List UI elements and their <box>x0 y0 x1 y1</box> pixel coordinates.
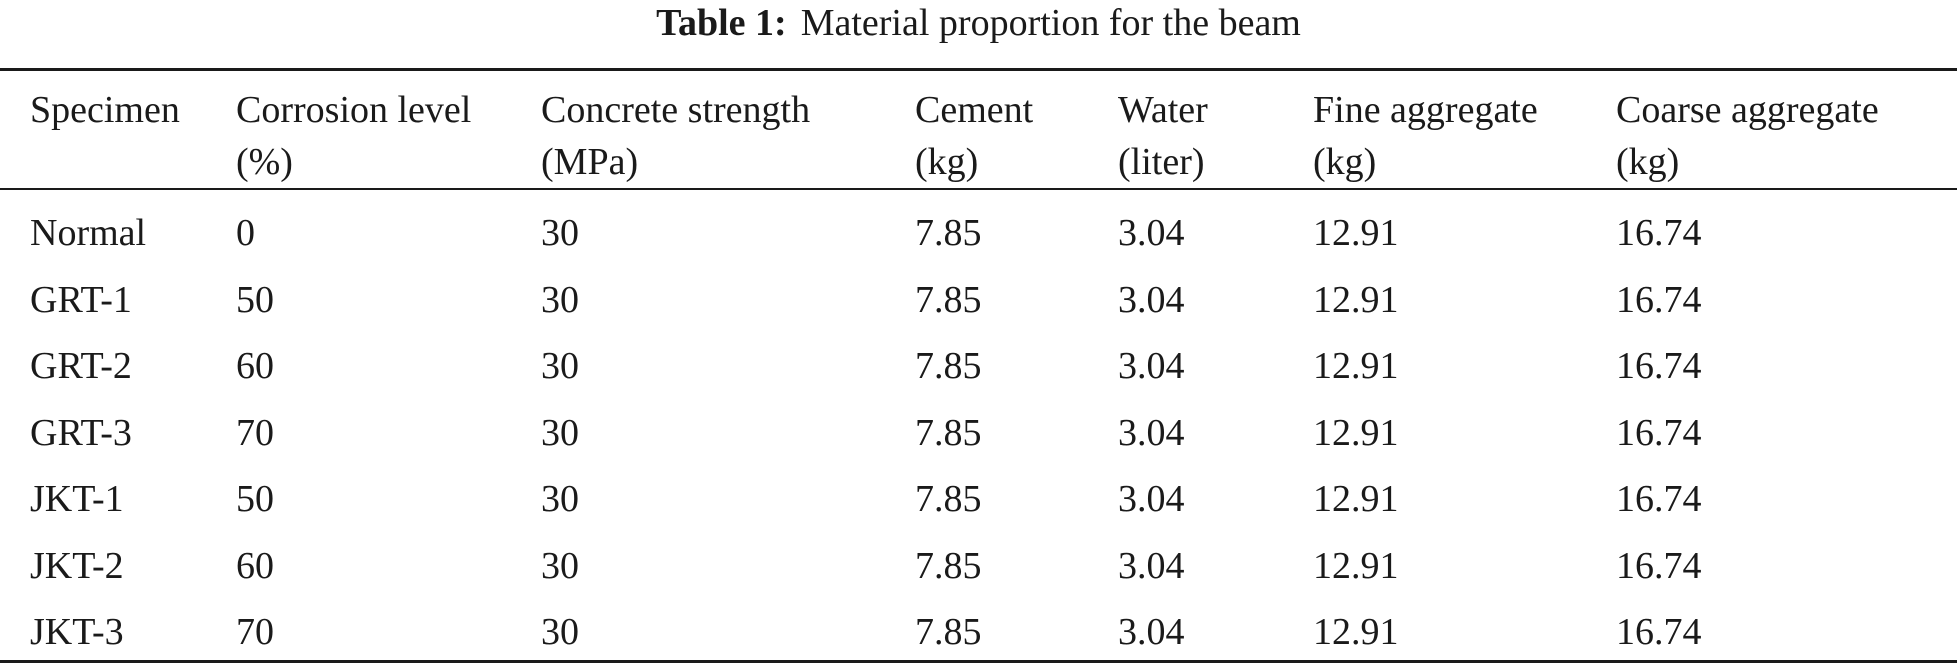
table-row: JKT-3 70 30 7.85 3.04 12.91 16.74 <box>0 599 1916 666</box>
column-header: Cement (kg) <box>915 89 1034 183</box>
table-cell: 12.91 <box>1313 544 1399 587</box>
table-cell: 50 <box>236 478 274 520</box>
table-row: GRT-3 70 30 7.85 3.04 12.91 16.74 <box>0 400 1916 467</box>
table-cell: GRT-1 <box>30 278 132 321</box>
table-cell: 50 <box>236 278 274 321</box>
table-cell: 70 <box>236 411 274 454</box>
column-header: Specimen <box>30 89 180 131</box>
table-cell: 16.74 <box>1616 278 1702 321</box>
table-cell: JKT-1 <box>30 478 124 520</box>
table-cell: Normal <box>30 212 147 254</box>
table-cell: 16.74 <box>1616 544 1702 587</box>
table-cell: 30 <box>541 544 579 587</box>
table-caption-text: Material proportion for the beam <box>800 2 1301 44</box>
table-cell: 3.04 <box>1118 411 1185 454</box>
table-body: Normal 0 30 7.85 3.04 12.91 16.74 GRT-1 50 30 7.85… <box>0 188 1916 666</box>
table-cell: 7.85 <box>915 611 982 653</box>
table-cell: 3.04 <box>1118 345 1185 387</box>
table-cell: 16.74 <box>1616 411 1702 454</box>
table-cell: GRT-2 <box>30 345 132 387</box>
table-caption: Table 1: Material proportion for the beam <box>0 0 1957 46</box>
table-cell: 16.74 <box>1616 478 1702 520</box>
table-bottom-rule <box>0 660 1957 663</box>
table-cell: 60 <box>236 345 274 387</box>
table-cell: JKT-2 <box>30 544 124 587</box>
table-cell: 70 <box>236 611 274 653</box>
table-cell: 16.74 <box>1616 345 1702 387</box>
material-proportion-table: Specimen Corrosion level (%) Concrete str… <box>0 84 1916 666</box>
column-header: Concrete strength (MPa) <box>541 89 811 183</box>
table-cell: 30 <box>541 212 579 254</box>
table-cell: 3.04 <box>1118 478 1185 520</box>
table-cell: 12.91 <box>1313 611 1399 653</box>
table-row: GRT-2 60 30 7.85 3.04 12.91 16.74 <box>0 333 1916 400</box>
table-cell: 7.85 <box>915 345 982 387</box>
table-cell: 12.91 <box>1313 411 1399 454</box>
table-cell: 7.85 <box>915 212 982 254</box>
table-cell: 12.91 <box>1313 212 1399 254</box>
table-cell: 30 <box>541 411 579 454</box>
table-cell: JKT-3 <box>30 611 124 653</box>
table-cell: 3.04 <box>1118 212 1185 254</box>
table-header-row: Specimen Corrosion level (%) Concrete str… <box>0 84 1916 188</box>
table-cell: 60 <box>236 544 274 587</box>
table-cell: 16.74 <box>1616 611 1702 653</box>
column-header: Water (liter) <box>1118 89 1208 183</box>
table-row: JKT-2 60 30 7.85 3.04 12.91 16.74 <box>0 533 1916 600</box>
table-cell: 12.91 <box>1313 478 1399 520</box>
table-cell: 30 <box>541 611 579 653</box>
table-cell: 12.91 <box>1313 345 1399 387</box>
table-cell: 3.04 <box>1118 544 1185 587</box>
table-cell: 16.74 <box>1616 212 1702 254</box>
table-cell: 30 <box>541 345 579 387</box>
column-header: Corrosion level (%) <box>236 89 472 183</box>
table-cell: 30 <box>541 278 579 321</box>
table-cell: 7.85 <box>915 478 982 520</box>
table-cell: 30 <box>541 478 579 520</box>
table-header-rule <box>0 188 1957 190</box>
table-row: Normal 0 30 7.85 3.04 12.91 16.74 <box>0 200 1916 267</box>
table-row: JKT-1 50 30 7.85 3.04 12.91 16.74 <box>0 466 1916 533</box>
table-cell: 7.85 <box>915 278 982 321</box>
table-cell: 3.04 <box>1118 611 1185 653</box>
column-header: Fine aggregate (kg) <box>1313 89 1538 183</box>
table-cell: 7.85 <box>915 411 982 454</box>
table-cell: GRT-3 <box>30 411 132 454</box>
table-cell: 12.91 <box>1313 278 1399 321</box>
table-cell: 3.04 <box>1118 278 1185 321</box>
table-caption-label: Table 1: <box>656 2 787 44</box>
table-cell: 7.85 <box>915 544 982 587</box>
column-header: Coarse aggregate (kg) <box>1616 89 1879 183</box>
table-row: GRT-1 50 30 7.85 3.04 12.91 16.74 <box>0 267 1916 334</box>
table-cell: 0 <box>236 212 255 254</box>
table-top-rule <box>0 68 1957 71</box>
